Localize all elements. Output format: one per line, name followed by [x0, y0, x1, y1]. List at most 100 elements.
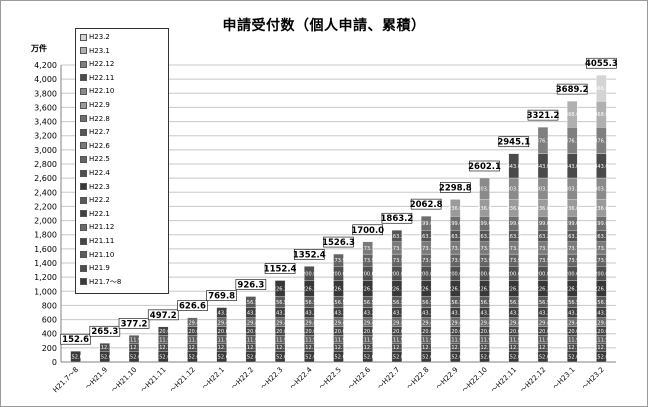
- segment-data-label: 129.4: [594, 320, 608, 326]
- segment-data-label: 111.9: [244, 337, 258, 343]
- segment-data-label: 200.0: [448, 271, 462, 277]
- total-label-box: [556, 83, 588, 95]
- legend-label: H22.12: [89, 60, 115, 69]
- bar-segment: [216, 307, 227, 318]
- legend-item: H22.7: [80, 126, 110, 138]
- legend-label: H22.8: [89, 114, 110, 123]
- segment-data-label: 173.9: [536, 258, 550, 264]
- legend-label: H22.5: [89, 155, 110, 164]
- segment-data-label: 152.6: [448, 355, 462, 361]
- y-tick-label: 3,600: [34, 103, 57, 112]
- segment-data-label: 112.7: [214, 345, 228, 351]
- segment-data-label: 163.2: [390, 234, 404, 240]
- total-label-box: [498, 136, 530, 148]
- total-label-box: [440, 182, 471, 193]
- bar-segment: [391, 230, 403, 242]
- segment-data-label: 343.0: [594, 164, 608, 170]
- segment-data-label: 226.1: [448, 287, 462, 293]
- segment-data-label: 143.2: [331, 311, 345, 317]
- segment-data-label: 173.7: [536, 246, 550, 252]
- legend-label: H22.10: [89, 87, 115, 96]
- segment-data-label: 152.6: [98, 355, 112, 361]
- legend-swatch: [80, 87, 87, 95]
- segment-data-label: 143.2: [214, 311, 228, 317]
- segment-data-label: 376.1: [594, 138, 608, 144]
- segment-data-label: 200.0: [331, 271, 345, 277]
- bar-segment: [187, 317, 198, 327]
- total-data-label: 152.6: [62, 335, 89, 345]
- segment-data-label: 156.5: [477, 300, 491, 306]
- x-tick-label: ～H21.10: [110, 366, 139, 395]
- x-tick-label: ～H22.5: [318, 366, 343, 391]
- bar-segment: [245, 296, 257, 308]
- segment-data-label: 200.0: [302, 271, 316, 277]
- legend-item: H22.11: [80, 72, 114, 84]
- x-tick-label: ～H22.6: [347, 365, 373, 391]
- segment-data-label: 376.1: [565, 138, 579, 144]
- segment-data-label: 152.6: [331, 355, 345, 361]
- segment-data-label: 173.9: [477, 258, 491, 264]
- total-data-label: 2298.8: [439, 183, 472, 193]
- segment-data-label: 120.0: [477, 329, 491, 335]
- segment-data-label: 112.7: [127, 345, 141, 351]
- segment-data-label: 143.2: [390, 311, 404, 317]
- segment-data-label: 152.6: [244, 355, 258, 361]
- segment-data-label: 111.9: [565, 337, 579, 343]
- segment-data-label: 156.5: [302, 300, 316, 306]
- bar-segment: [567, 100, 578, 128]
- segment-data-label: 112.7: [156, 345, 170, 351]
- x-tick-label: ～H22.11: [490, 366, 519, 395]
- segment-data-label: 156.5: [361, 300, 375, 306]
- total-label-box: [586, 57, 617, 69]
- segment-data-label: 173.9: [361, 258, 375, 264]
- segment-data-label: 152.6: [390, 355, 404, 361]
- x-tick-label: H21.7～8: [52, 366, 81, 395]
- legend-label: H22.3: [89, 182, 110, 191]
- total-label-box: [352, 224, 384, 236]
- segment-data-label: 226.1: [477, 287, 491, 293]
- segment-data-label: 111.9: [390, 337, 404, 343]
- segment-data-label: 143.2: [448, 311, 462, 317]
- segment-data-label: 111.9: [214, 337, 228, 343]
- bar-segment: [158, 326, 169, 336]
- y-tick-label: 3,800: [34, 89, 57, 98]
- bar-segment: [450, 199, 461, 217]
- chart-title: 申請受付数（個人申請、累積）: [222, 18, 426, 34]
- segment-data-label: 120.0: [185, 329, 199, 335]
- segment-data-label: 120.0: [156, 329, 170, 335]
- legend-swatch: [80, 74, 87, 82]
- legend-item: H21.9: [80, 262, 110, 274]
- legend-swatch: [80, 183, 87, 191]
- y-tick-label: 3,200: [34, 132, 57, 141]
- segment-data-label: 112.7: [594, 345, 608, 351]
- segment-data-label: 200.0: [565, 271, 579, 277]
- total-data-label: 3689.2: [556, 85, 589, 95]
- segment-data-label: 226.1: [302, 287, 316, 293]
- segment-data-label: 152.6: [156, 355, 170, 361]
- segment-data-label: 173.9: [448, 258, 462, 264]
- segment-data-label: 163.2: [565, 234, 579, 240]
- segment-data-label: 200.0: [477, 271, 491, 277]
- segment-data-label: 152.6: [507, 355, 521, 361]
- bar-segment: [99, 343, 110, 352]
- legend-swatch: [80, 47, 87, 55]
- segment-data-label: 120.0: [331, 329, 345, 335]
- total-label-box: [177, 300, 208, 311]
- total-label-box: [323, 236, 354, 248]
- segment-data-label: 120.0: [214, 329, 228, 335]
- legend-label: H22.11: [89, 73, 115, 82]
- segment-data-label: 156.5: [448, 300, 462, 306]
- segment-data-label: 226.1: [390, 287, 404, 293]
- legend-item: H21.12: [80, 221, 114, 233]
- x-tick-label: ～H21.9: [84, 366, 109, 391]
- legend-swatch: [80, 155, 87, 163]
- x-tick-label: ～H21.12: [168, 366, 197, 395]
- segment-data-label: 129.4: [477, 320, 491, 326]
- segment-data-label: 200.0: [594, 271, 608, 277]
- total-label-box: [60, 333, 91, 345]
- segment-data-label: 303.3: [477, 187, 491, 193]
- segment-data-label: 236.0: [565, 206, 579, 212]
- segment-data-label: 366.1: [594, 86, 608, 92]
